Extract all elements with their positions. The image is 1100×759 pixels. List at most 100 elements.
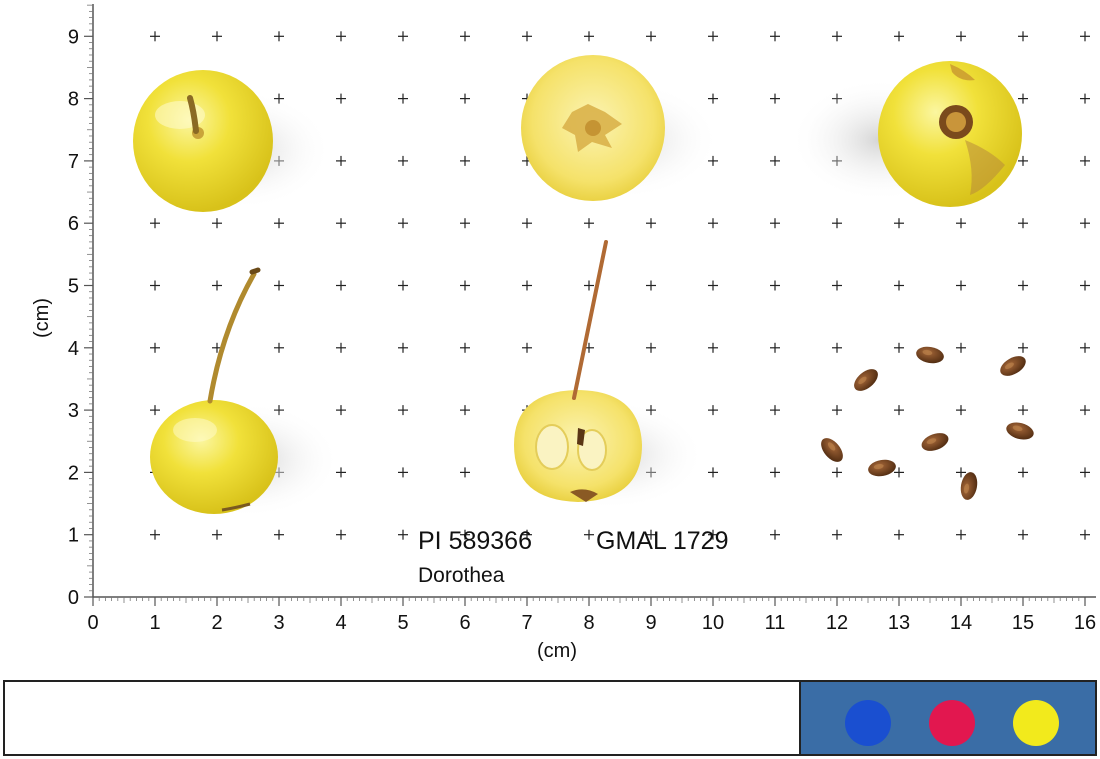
grid-marker bbox=[894, 218, 904, 229]
grid-marker bbox=[770, 342, 780, 353]
grid-marker bbox=[150, 218, 160, 229]
x-tick-label: 13 bbox=[888, 612, 910, 634]
x-axis: 0 1 2 3 4 5 6 7 8 9 10 11 12 13 14 15 16 bbox=[87, 596, 1096, 634]
grid-marker bbox=[1080, 31, 1090, 42]
color-reference-strip bbox=[3, 680, 1097, 756]
grid-marker bbox=[150, 342, 160, 353]
grid-marker bbox=[646, 529, 656, 540]
seed bbox=[868, 459, 896, 477]
grid-marker bbox=[212, 280, 222, 291]
grid-marker bbox=[584, 218, 594, 229]
apple-cross-section bbox=[514, 240, 705, 510]
grid-marker bbox=[460, 218, 470, 229]
y-axis-unit-label: (cm) bbox=[31, 298, 53, 338]
x-tick-label: 6 bbox=[459, 612, 470, 634]
grid-marker bbox=[398, 31, 408, 42]
x-tick-label: 0 bbox=[87, 612, 98, 634]
x-tick-label: 10 bbox=[702, 612, 724, 634]
y-tick-label: 5 bbox=[68, 276, 79, 298]
x-tick-label: 15 bbox=[1012, 612, 1034, 634]
grid-marker bbox=[460, 467, 470, 478]
grid-marker bbox=[708, 529, 718, 540]
y-axis: 0 1 2 3 4 5 6 7 8 9 bbox=[68, 4, 94, 609]
grid-marker bbox=[894, 31, 904, 42]
grid-marker bbox=[460, 342, 470, 353]
seed bbox=[854, 369, 878, 391]
grid-marker bbox=[956, 405, 966, 416]
grid-marker bbox=[646, 218, 656, 229]
grid-marker bbox=[1080, 218, 1090, 229]
red-swatch bbox=[929, 700, 975, 746]
grid-marker bbox=[522, 31, 532, 42]
grid-marker bbox=[1018, 31, 1028, 42]
x-tick-label: 4 bbox=[335, 612, 346, 634]
grid-marker bbox=[150, 280, 160, 291]
grid-marker bbox=[150, 405, 160, 416]
x-tick-label: 1 bbox=[149, 612, 160, 634]
x-tick-label: 7 bbox=[521, 612, 532, 634]
grid-marker bbox=[274, 31, 284, 42]
grid-marker bbox=[708, 218, 718, 229]
grid-marker bbox=[274, 529, 284, 540]
grid-marker bbox=[398, 218, 408, 229]
grid-marker bbox=[460, 529, 470, 540]
grid-marker bbox=[336, 529, 346, 540]
grid-marker bbox=[1080, 405, 1090, 416]
seed bbox=[1000, 356, 1026, 376]
grid-marker bbox=[1018, 155, 1028, 166]
grid-marker bbox=[150, 31, 160, 42]
grid-marker bbox=[956, 467, 966, 478]
seed bbox=[1006, 422, 1034, 440]
grid-marker bbox=[336, 405, 346, 416]
y-tick-label: 2 bbox=[68, 462, 79, 484]
grid-marker bbox=[646, 31, 656, 42]
grid-marker bbox=[708, 467, 718, 478]
grid-marker bbox=[584, 280, 594, 291]
y-tick-label: 4 bbox=[68, 338, 79, 360]
grid-marker bbox=[956, 342, 966, 353]
grid-marker bbox=[1080, 280, 1090, 291]
grid-marker bbox=[956, 280, 966, 291]
gmal-number: GMAL 1729 bbox=[596, 527, 728, 555]
blue-swatch bbox=[845, 700, 891, 746]
grid-marker bbox=[894, 342, 904, 353]
y-tick-label: 3 bbox=[68, 400, 79, 422]
y-tick-label: 6 bbox=[68, 213, 79, 235]
grid-marker bbox=[770, 155, 780, 166]
x-tick-label: 3 bbox=[273, 612, 284, 634]
grid-marker bbox=[274, 218, 284, 229]
grid-marker bbox=[398, 529, 408, 540]
y-tick-label: 9 bbox=[68, 26, 79, 48]
y-tick-label: 7 bbox=[68, 151, 79, 173]
apple-calyx-view bbox=[520, 55, 720, 201]
grid-marker bbox=[708, 342, 718, 353]
grid-marker bbox=[1018, 342, 1028, 353]
y-tick-label: 1 bbox=[68, 525, 79, 547]
grid-marker bbox=[522, 342, 532, 353]
grid-marker bbox=[398, 280, 408, 291]
x-tick-label: 11 bbox=[765, 612, 786, 634]
grid-marker bbox=[398, 155, 408, 166]
apple-side-view bbox=[150, 267, 340, 518]
grid-marker bbox=[956, 31, 966, 42]
seed bbox=[916, 346, 944, 364]
grid-marker bbox=[212, 529, 222, 540]
grid-marker bbox=[212, 31, 222, 42]
grid-marker bbox=[1018, 467, 1028, 478]
grid-marker bbox=[832, 529, 842, 540]
grid-marker bbox=[708, 280, 718, 291]
grid-marker bbox=[708, 31, 718, 42]
grid-marker bbox=[708, 93, 718, 104]
seed bbox=[960, 472, 978, 500]
grid-marker bbox=[398, 93, 408, 104]
grid-marker bbox=[1018, 529, 1028, 540]
grid-marker bbox=[336, 31, 346, 42]
grid-marker bbox=[460, 31, 470, 42]
grid-marker bbox=[460, 280, 470, 291]
grid-marker bbox=[1080, 529, 1090, 540]
grid-marker bbox=[460, 405, 470, 416]
grid-marker bbox=[770, 31, 780, 42]
grid-marker bbox=[832, 342, 842, 353]
grid-marker bbox=[770, 405, 780, 416]
grid-marker bbox=[1080, 342, 1090, 353]
